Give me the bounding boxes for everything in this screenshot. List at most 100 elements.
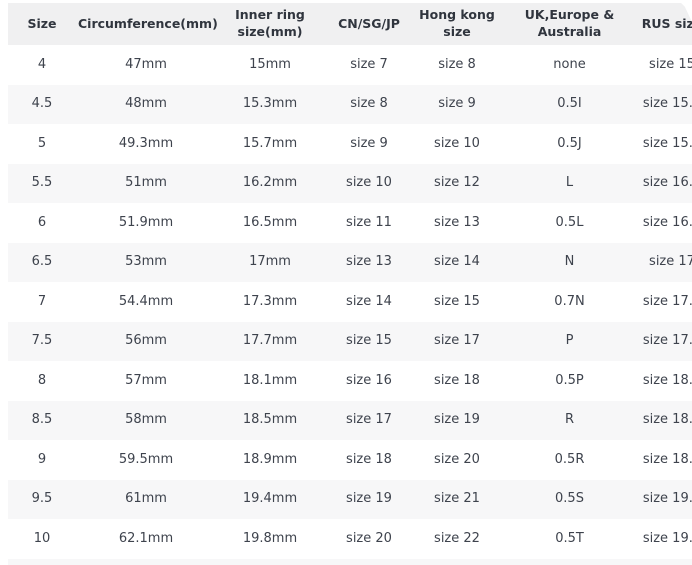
- table-cell: size 19.4: [639, 479, 692, 519]
- table-cell: 0.5T: [500, 519, 639, 559]
- table-cell: 54.4mm: [76, 282, 216, 322]
- ring-size-conversion-table: Size Circumference(mm) Inner ring size(mm)…: [8, 3, 692, 565]
- table-cell: [500, 558, 639, 565]
- table-cell: size 18: [414, 361, 500, 401]
- table-cell: 15.3mm: [216, 84, 324, 124]
- table-cell: 15.7mm: [216, 124, 324, 164]
- table-cell: 59.5mm: [76, 440, 216, 480]
- table-cell: size 18.5: [639, 400, 692, 440]
- table-cell: 58mm: [76, 400, 216, 440]
- table-header: Size Circumference(mm) Inner ring size(mm)…: [8, 3, 692, 45]
- table-cell: size 19.8: [639, 519, 692, 559]
- table-cell: 10: [8, 519, 76, 559]
- column-header: UK,Europe & Australia: [500, 3, 639, 45]
- table-cell: 0.7N: [500, 282, 639, 322]
- table-cell: size 20: [324, 519, 414, 559]
- table-cell: 9: [8, 440, 76, 480]
- table-cell: size 15: [324, 321, 414, 361]
- table-cell: size 16.5: [639, 203, 692, 243]
- table-cell: 0.5P: [500, 361, 639, 401]
- table-cell: size 13: [324, 242, 414, 282]
- table-cell: 62.1mm: [76, 519, 216, 559]
- table-cell: 19.8mm: [216, 519, 324, 559]
- table-cell: size 15: [414, 282, 500, 322]
- table-header-row: Size Circumference(mm) Inner ring size(mm)…: [8, 3, 692, 45]
- table-cell: size 8: [414, 45, 500, 85]
- table-cell: [414, 558, 500, 565]
- table-cell: 18.1mm: [216, 361, 324, 401]
- table-cell: size 10: [324, 163, 414, 203]
- table-cell: 19.4mm: [216, 479, 324, 519]
- table-cell: 0.5J: [500, 124, 639, 164]
- table-cell: 18.9mm: [216, 440, 324, 480]
- table-cell: 47mm: [76, 45, 216, 85]
- column-header: Hong kong size: [414, 3, 500, 45]
- table-cell: N: [500, 242, 639, 282]
- table-cell: 7.5: [8, 321, 76, 361]
- table-cell: size 16.2: [639, 163, 692, 203]
- table-cell: L: [500, 163, 639, 203]
- table-cell: size 10: [414, 124, 500, 164]
- table-cell: [216, 558, 324, 565]
- table-cell: P: [500, 321, 639, 361]
- table-cell: 8: [8, 361, 76, 401]
- table-cell: size 15.3: [639, 84, 692, 124]
- table-cell: 6.5: [8, 242, 76, 282]
- table-cell: R: [500, 400, 639, 440]
- table-cell: 0.5L: [500, 203, 639, 243]
- table-cell: size 17.7: [639, 321, 692, 361]
- table-cell: 7: [8, 282, 76, 322]
- table-cell: size 15: [639, 45, 692, 85]
- table-cell: 5.5: [8, 163, 76, 203]
- column-header: Size: [8, 3, 76, 45]
- table-cell: size 16: [324, 361, 414, 401]
- table-cell: size 11: [324, 203, 414, 243]
- column-header: CN/SG/JP: [324, 3, 414, 45]
- table-cell: size 15.7: [639, 124, 692, 164]
- table-cell: size 19: [324, 479, 414, 519]
- table-cell: size 19: [414, 400, 500, 440]
- table-cell: 15mm: [216, 45, 324, 85]
- table-cell: size 12: [414, 163, 500, 203]
- table-cell: 18.5mm: [216, 400, 324, 440]
- table-cell: [76, 558, 216, 565]
- table-cell: 17.3mm: [216, 282, 324, 322]
- table-cell: [8, 558, 76, 565]
- column-header: Circumference(mm): [76, 3, 218, 45]
- table-cell: 0.5R: [500, 440, 639, 480]
- table-cell: 17mm: [216, 242, 324, 282]
- table-cell: 53mm: [76, 242, 216, 282]
- table-cell: 5: [8, 124, 76, 164]
- table-cell: 4.5: [8, 84, 76, 124]
- table-cell: 17.7mm: [216, 321, 324, 361]
- table-cell: 0.5I: [500, 84, 639, 124]
- table-cell: 49.3mm: [76, 124, 216, 164]
- table-cell: size 18.9: [639, 440, 692, 480]
- table-cell: 4: [8, 45, 76, 85]
- table-cell: 8.5: [8, 400, 76, 440]
- table-cell: size 17: [414, 321, 500, 361]
- table-cell: size 20: [414, 440, 500, 480]
- table-cell: 16.2mm: [216, 163, 324, 203]
- table-cell: 57mm: [76, 361, 216, 401]
- table-cell: size 21: [414, 479, 500, 519]
- table-cell: 51.9mm: [76, 203, 216, 243]
- table-cell: size 18: [324, 440, 414, 480]
- table-row-partial: [8, 558, 692, 565]
- table-body: 4 47mm 15mm size 7 size 8 none size 15 4.5 48mm 1…: [8, 45, 692, 565]
- table-row: 4 47mm 15mm size 7 size 8 none size 15: [8, 45, 692, 85]
- column-header: Inner ring size(mm): [216, 3, 324, 45]
- table-cell: size 17: [639, 242, 692, 282]
- table-cell: size 7: [324, 45, 414, 85]
- table-cell: size 14: [414, 242, 500, 282]
